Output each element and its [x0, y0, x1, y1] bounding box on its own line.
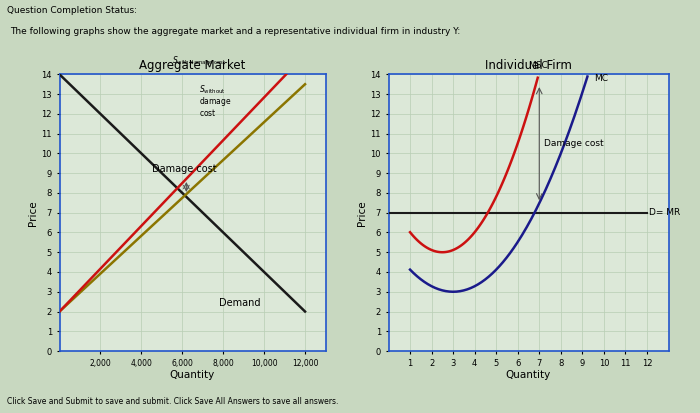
Text: MSC: MSC	[528, 62, 547, 70]
Text: Question Completion Status:: Question Completion Status:	[7, 6, 137, 15]
Text: Click Save and Submit to save and submit. Click Save All Answers to save all ans: Click Save and Submit to save and submit…	[7, 396, 338, 406]
Y-axis label: Price: Price	[29, 200, 38, 225]
Text: D= MR: D= MR	[649, 208, 680, 217]
Title: Aggregate Market: Aggregate Market	[139, 59, 246, 72]
Text: $S_{\rm without}$: $S_{\rm without}$	[199, 83, 225, 96]
Text: Damage cost: Damage cost	[544, 139, 603, 148]
X-axis label: Quantity: Quantity	[506, 370, 551, 380]
Title: Individual Firm: Individual Firm	[485, 59, 572, 72]
Y-axis label: Price: Price	[358, 200, 368, 225]
Text: Demand: Demand	[219, 298, 260, 308]
Text: MC: MC	[594, 74, 608, 83]
X-axis label: Quantity: Quantity	[170, 370, 215, 380]
Text: $\rm cost$: $\rm cost$	[199, 107, 216, 118]
Text: $S_{\rm with\ damage\ cost}$: $S_{\rm with\ damage\ cost}$	[172, 55, 227, 69]
Text: Damage cost: Damage cost	[152, 164, 216, 174]
Text: The following graphs show the aggregate market and a representative individual f: The following graphs show the aggregate …	[10, 27, 461, 36]
Text: $\rm damage$: $\rm damage$	[199, 95, 231, 108]
